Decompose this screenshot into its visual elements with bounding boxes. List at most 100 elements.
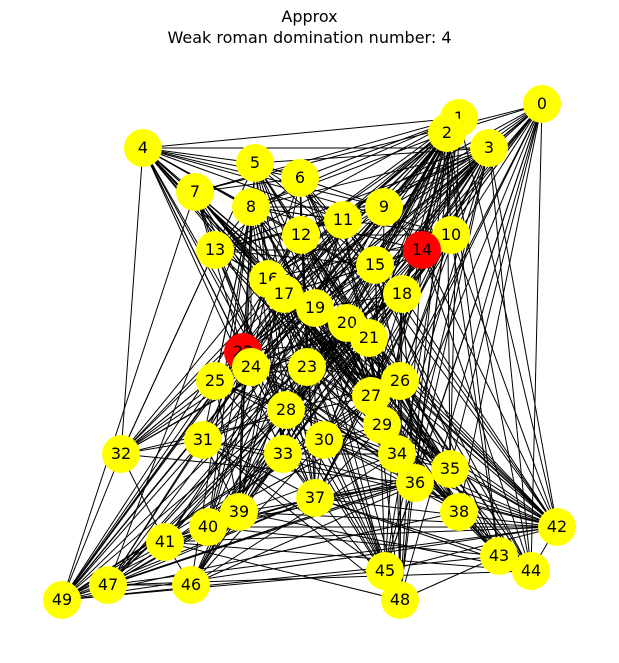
node-18: 18: [383, 275, 421, 313]
edge-34-46: [190, 453, 398, 586]
node-circle-35: [431, 450, 469, 488]
edge-20-42: [346, 322, 558, 528]
node-circle-6: [281, 159, 319, 197]
edge-13-15: [214, 249, 376, 266]
node-circle-36: [396, 464, 434, 502]
node-label-4: 4: [138, 138, 148, 157]
edge-8-40: [207, 206, 252, 528]
node-45: 45: [366, 552, 404, 590]
node-17: 17: [265, 275, 303, 313]
node-48: 48: [381, 581, 419, 619]
node-circle-0: [523, 85, 561, 123]
edge-31-47: [107, 439, 204, 586]
edge-36-47: [107, 482, 416, 586]
node-26: 26: [381, 362, 419, 400]
edge-3-42: [488, 147, 558, 528]
node-circle-28: [267, 391, 305, 429]
node-circle-15: [356, 246, 394, 284]
node-label-32: 32: [111, 444, 131, 463]
node-label-48: 48: [390, 590, 410, 609]
node-circle-47: [89, 566, 127, 604]
edge-1-42: [458, 117, 558, 528]
edge-10-42: [450, 234, 558, 528]
node-39: 39: [220, 493, 258, 531]
node-4: 4: [124, 129, 162, 167]
edge-25-39: [214, 380, 240, 513]
node-label-28: 28: [276, 400, 296, 419]
node-circle-27: [352, 377, 390, 415]
figure-subtitle: Weak roman domination number: 4: [167, 28, 452, 47]
node-9: 9: [365, 188, 403, 226]
node-circle-43: [480, 537, 518, 575]
edge-41-48: [164, 541, 401, 601]
node-19: 19: [296, 289, 334, 327]
node-label-38: 38: [449, 502, 469, 521]
node-label-37: 37: [305, 488, 325, 507]
node-label-43: 43: [489, 546, 509, 565]
node-15: 15: [356, 246, 394, 284]
edge-13-32: [120, 249, 216, 455]
node-label-15: 15: [365, 255, 385, 274]
node-21: 21: [350, 319, 388, 357]
node-label-41: 41: [155, 532, 175, 551]
edge-31-37: [202, 439, 316, 499]
edge-4-11: [142, 147, 344, 221]
node-circle-10: [432, 216, 470, 254]
node-circle-33: [264, 435, 302, 473]
node-24: 24: [232, 348, 270, 386]
figure-title: Approx: [281, 7, 338, 26]
node-circle-34: [378, 435, 416, 473]
edge-44-47: [107, 570, 532, 586]
edge-5-9: [254, 162, 385, 208]
edge-4-6: [142, 147, 301, 179]
node-label-34: 34: [387, 444, 407, 463]
node-label-10: 10: [441, 225, 461, 244]
node-circle-49: [43, 581, 81, 619]
edge-26-49: [61, 380, 401, 601]
node-8: 8: [232, 188, 270, 226]
node-circle-19: [296, 289, 334, 327]
node-47: 47: [89, 566, 127, 604]
node-circle-7: [176, 173, 214, 211]
node-label-19: 19: [305, 298, 325, 317]
node-3: 3: [470, 129, 508, 167]
edge-13-27: [214, 249, 372, 397]
edge-1-7: [194, 117, 460, 193]
node-37: 37: [296, 479, 334, 517]
node-circle-9: [365, 188, 403, 226]
node-29: 29: [363, 406, 401, 444]
edge-39-42: [238, 511, 558, 528]
node-12: 12: [282, 216, 320, 254]
edge-23-31: [202, 366, 308, 441]
node-28: 28: [267, 391, 305, 429]
node-label-40: 40: [198, 517, 218, 536]
edge-31-42: [202, 439, 558, 528]
edge-23-42: [306, 366, 558, 528]
node-label-17: 17: [274, 284, 294, 303]
node-circle-37: [296, 479, 334, 517]
node-38: 38: [440, 493, 478, 531]
node-circle-21: [350, 319, 388, 357]
edge-42-45: [384, 526, 558, 572]
edge-18-28: [285, 293, 403, 411]
edge-30-38: [323, 439, 460, 513]
edge-3-8: [250, 147, 490, 208]
node-circle-24: [232, 348, 270, 386]
node-label-44: 44: [521, 561, 541, 580]
edge-28-47: [107, 409, 287, 586]
node-circle-12: [282, 216, 320, 254]
node-circle-38: [440, 493, 478, 531]
node-label-7: 7: [190, 182, 200, 201]
node-circle-32: [102, 435, 140, 473]
node-label-36: 36: [405, 473, 425, 492]
node-circle-13: [196, 231, 234, 269]
node-10: 10: [432, 216, 470, 254]
node-label-26: 26: [390, 371, 410, 390]
edge-0-38: [458, 103, 543, 513]
node-label-9: 9: [379, 197, 389, 216]
node-circle-2: [428, 114, 466, 152]
node-13: 13: [196, 231, 234, 269]
edge-26-38: [399, 380, 460, 513]
edge-4-32: [120, 147, 144, 455]
